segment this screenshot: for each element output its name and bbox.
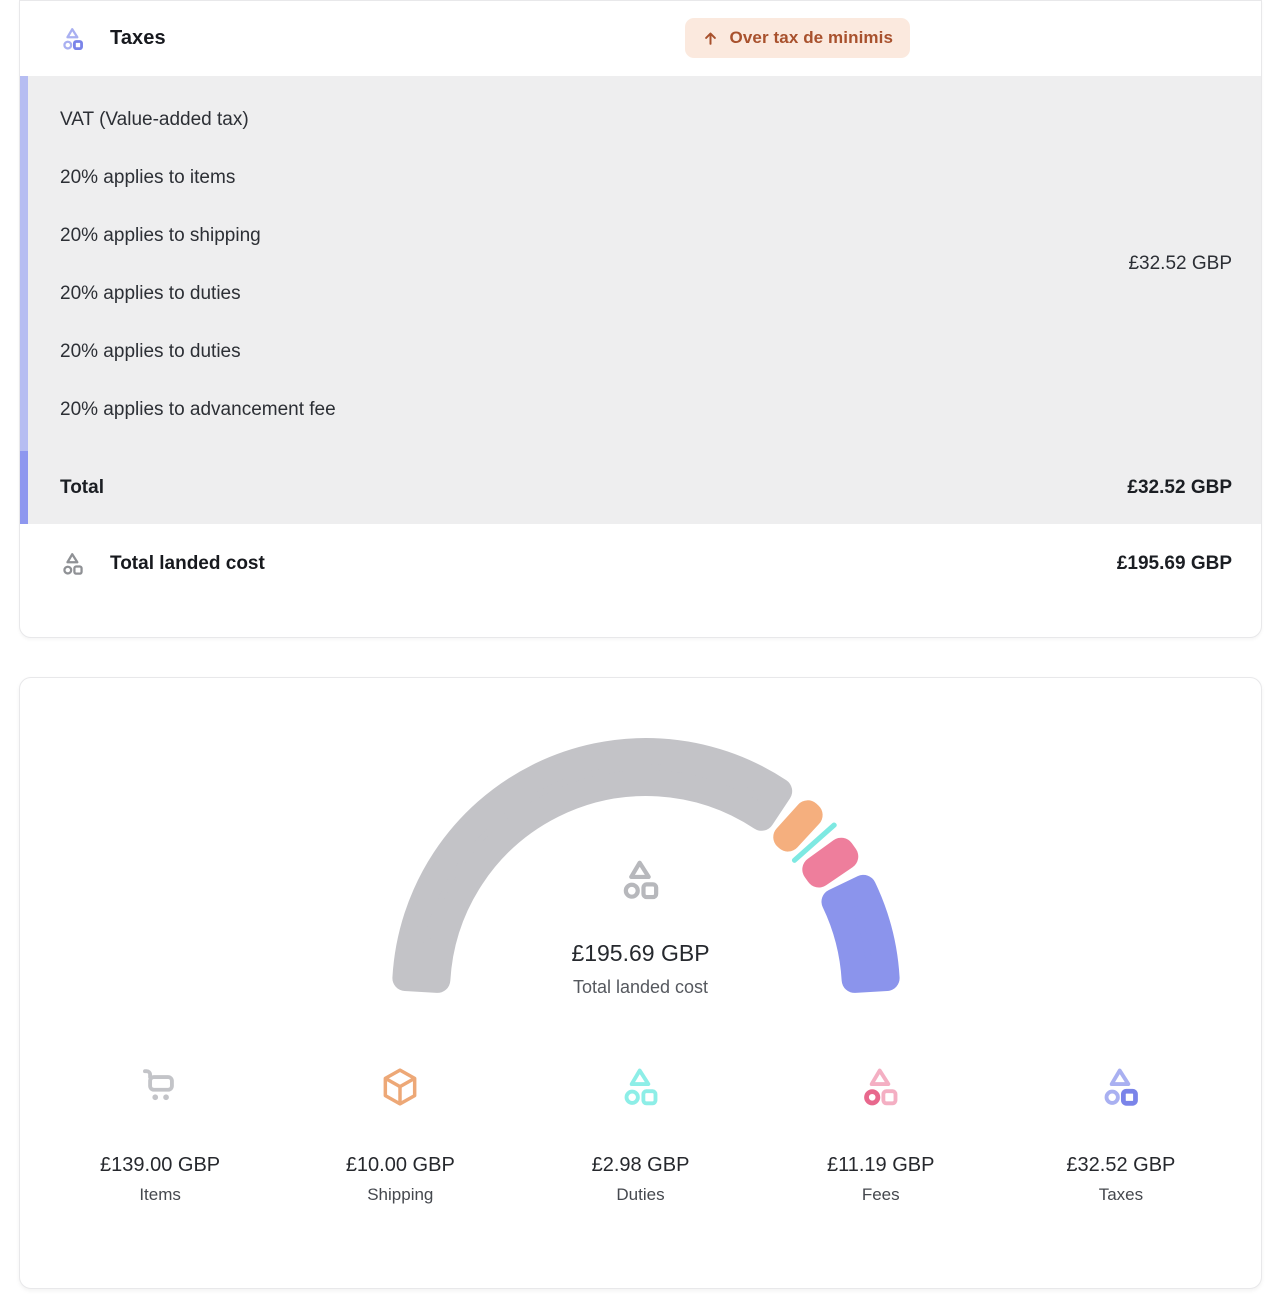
de-minimis-badge: Over tax de minimis xyxy=(684,18,910,58)
breakdown-line: 20% applies to duties xyxy=(60,341,241,362)
stat-value: £139.00 GBP xyxy=(100,1154,221,1176)
gauge-segment-fees[interactable] xyxy=(802,837,859,888)
taxes-header-row[interactable]: Taxes Over tax de minimis xyxy=(20,1,1261,76)
vat-heading: VAT (Value-added tax) xyxy=(60,109,249,130)
total-amount: £32.52 GBP xyxy=(1127,476,1232,498)
package-icon xyxy=(378,1065,422,1109)
stat-label: Items xyxy=(139,1185,181,1204)
vat-lines: VAT (Value-added tax) 20% applies to ite… xyxy=(60,76,1261,439)
taxes-title: Taxes xyxy=(110,27,166,49)
accent-bar-dark xyxy=(20,451,28,524)
stat-column[interactable]: £2.98 GBP Duties xyxy=(520,1065,760,1205)
badge-label: Over tax de minimis xyxy=(729,28,893,47)
taxes-card: Taxes Over tax de minimis VAT (Value-add… xyxy=(19,0,1262,638)
gauge-chart[interactable] xyxy=(20,736,1261,996)
taxes-shapes-icon xyxy=(60,26,86,52)
gauge-segment-taxes[interactable] xyxy=(821,874,900,993)
stat-column[interactable]: £32.52 GBP Taxes xyxy=(1001,1065,1241,1205)
stat-value: £2.98 GBP xyxy=(591,1154,690,1176)
stats-row: £139.00 GBP Items £10.00 GBP Shipping £2… xyxy=(40,1065,1241,1205)
gauge-center-icon xyxy=(20,857,1261,903)
stat-value: £10.00 GBP xyxy=(345,1154,455,1176)
gauge-center-label: Total landed cost xyxy=(572,977,709,997)
gauge-center-value: £195.69 GBP xyxy=(571,940,710,966)
stat-value: £32.52 GBP xyxy=(1066,1154,1176,1176)
gauge-segment-items[interactable] xyxy=(392,738,793,993)
breakdown-line: 20% applies to duties xyxy=(60,283,241,304)
breakdown-line: 20% applies to items xyxy=(60,167,236,188)
stat-label: Taxes xyxy=(1098,1185,1144,1204)
vat-breakdown-main: VAT (Value-added tax) 20% applies to ite… xyxy=(20,76,1261,451)
stat-column[interactable]: £11.19 GBP Fees xyxy=(761,1065,1001,1205)
stat-column[interactable]: £10.00 GBP Shipping xyxy=(280,1065,520,1205)
stat-value: £11.19 GBP xyxy=(826,1154,935,1176)
gauge-segment-duties[interactable] xyxy=(791,822,837,863)
landed-cost-shapes-icon xyxy=(60,551,86,577)
stat-column[interactable]: £139.00 GBP Items xyxy=(40,1065,280,1205)
breakdown-line: 20% applies to shipping xyxy=(60,225,261,246)
breakdown-line: 20% applies to advancement fee xyxy=(60,399,336,420)
vat-breakdown-panel: VAT (Value-added tax) 20% applies to ite… xyxy=(20,76,1261,524)
landed-cost-summary-card: £195.69 GBP Total landed cost £139.00 GB… xyxy=(19,677,1262,1289)
stat-label: Fees xyxy=(861,1185,900,1204)
fees-shapes-icon xyxy=(859,1065,903,1109)
landed-cost-amount: £195.69 GBP xyxy=(1116,553,1232,574)
vat-amount: £32.52 GBP xyxy=(1128,252,1232,274)
cart-icon xyxy=(138,1065,182,1109)
gauge-segment-shipping[interactable] xyxy=(773,800,823,852)
accent-bar-light xyxy=(20,76,28,451)
landed-cost-label: Total landed cost xyxy=(110,553,265,574)
total-landed-cost-row: Total landed cost £195.69 GBP xyxy=(20,524,1261,577)
stat-label: Duties xyxy=(616,1185,665,1204)
arrow-up-icon xyxy=(704,32,716,45)
vat-total-row: Total £32.52 GBP xyxy=(20,451,1261,524)
duties-shapes-icon xyxy=(619,1065,663,1109)
total-label: Total xyxy=(60,476,104,498)
taxes-shapes-icon xyxy=(1099,1065,1143,1109)
stat-label: Shipping xyxy=(367,1185,434,1204)
